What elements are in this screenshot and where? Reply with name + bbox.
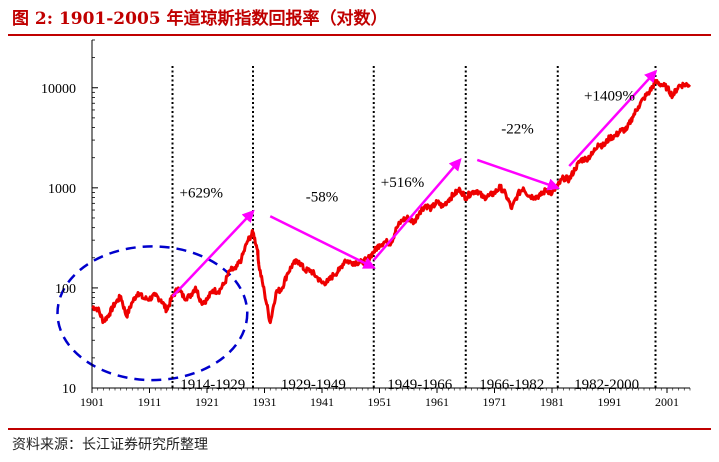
return-arrow <box>476 158 561 191</box>
x-tick-label: 1961 <box>425 395 449 409</box>
x-tick-label: 2001 <box>655 395 679 409</box>
title-rule <box>8 34 711 36</box>
y-tick-label: 10 <box>62 382 76 397</box>
return-label: -22% <box>501 122 534 138</box>
x-tick-label: 1931 <box>253 395 277 409</box>
source-rule <box>8 428 711 430</box>
x-tick-label: 1991 <box>598 395 622 409</box>
x-tick-label: 1911 <box>138 395 162 409</box>
return-arrow <box>568 69 658 167</box>
return-label: +516% <box>381 175 424 191</box>
period-label: 1966-1982 <box>479 377 544 393</box>
x-tick-label: 1971 <box>483 395 507 409</box>
y-tick-label: 1000 <box>48 182 76 197</box>
x-tick-label: 1901 <box>80 395 104 409</box>
chart-title: 图 2: 1901-2005 年道琼斯指数回报率（对数） <box>12 9 388 29</box>
source-note: 资料来源：长江证券研究所整理 <box>12 437 208 453</box>
period-label: 1929-1949 <box>281 377 346 393</box>
x-tick-label: 1921 <box>195 395 219 409</box>
x-tick-label: 1941 <box>310 395 334 409</box>
return-arrow <box>372 158 462 261</box>
return-label: +1409% <box>584 88 635 104</box>
return-label: -58% <box>306 189 339 205</box>
x-tick-label: 1951 <box>368 395 392 409</box>
y-tick-label: 100 <box>55 282 76 297</box>
x-tick-label: 1981 <box>540 395 564 409</box>
y-tick-label: 10000 <box>41 82 76 97</box>
return-label: +629% <box>180 185 223 201</box>
period-label: 1949-1966 <box>387 377 452 393</box>
period-label: 1914-1929 <box>180 377 245 393</box>
period-label: 1982-2000 <box>574 377 639 393</box>
return-arrow <box>171 209 255 298</box>
return-arrow <box>269 215 376 269</box>
highlight-ellipse <box>56 245 249 382</box>
